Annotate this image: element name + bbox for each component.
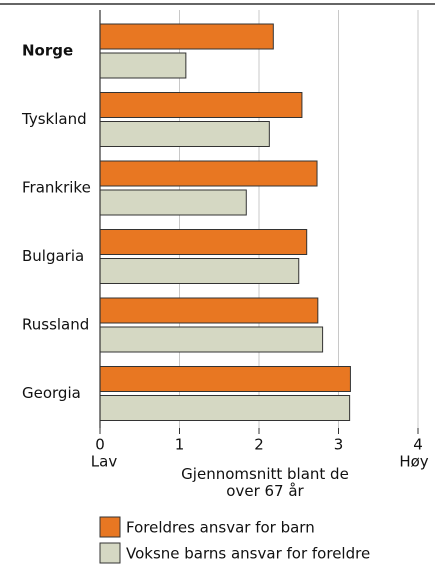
bar	[99, 366, 351, 392]
legend-swatch	[99, 516, 121, 538]
x-tick-label: 0	[95, 436, 105, 454]
bar	[99, 52, 187, 79]
bar	[99, 189, 247, 216]
bar	[99, 395, 351, 421]
y-tick-label: Tyskland	[21, 110, 87, 128]
annotation: Lav	[91, 453, 118, 471]
legend-label: Voksne barns ansvar for foreldre	[126, 545, 370, 563]
legend-label: Foreldres ansvar for barn	[126, 519, 315, 537]
x-tick-label: 2	[254, 436, 264, 454]
x-axis-label: Gjennomsnitt blant de over 67 år	[181, 465, 349, 500]
y-tick-label: Georgia	[22, 384, 81, 402]
bar	[99, 160, 318, 187]
bar	[99, 229, 308, 255]
y-tick-label: Frankrike	[22, 179, 91, 197]
bar	[99, 121, 270, 147]
y-tick-label: Norge	[22, 42, 73, 60]
y-tick-label: Russland	[22, 316, 89, 334]
bar	[99, 23, 274, 50]
annotation: Høy	[399, 453, 428, 471]
x-tick-label: 3	[334, 436, 344, 454]
bar	[99, 92, 303, 118]
bar	[99, 297, 319, 324]
bar	[99, 326, 324, 353]
bar	[99, 258, 300, 284]
legend-swatch	[99, 542, 121, 564]
y-tick-label: Bulgaria	[22, 247, 84, 265]
x-tick-label: 4	[413, 436, 423, 454]
x-tick-label: 1	[175, 436, 185, 454]
